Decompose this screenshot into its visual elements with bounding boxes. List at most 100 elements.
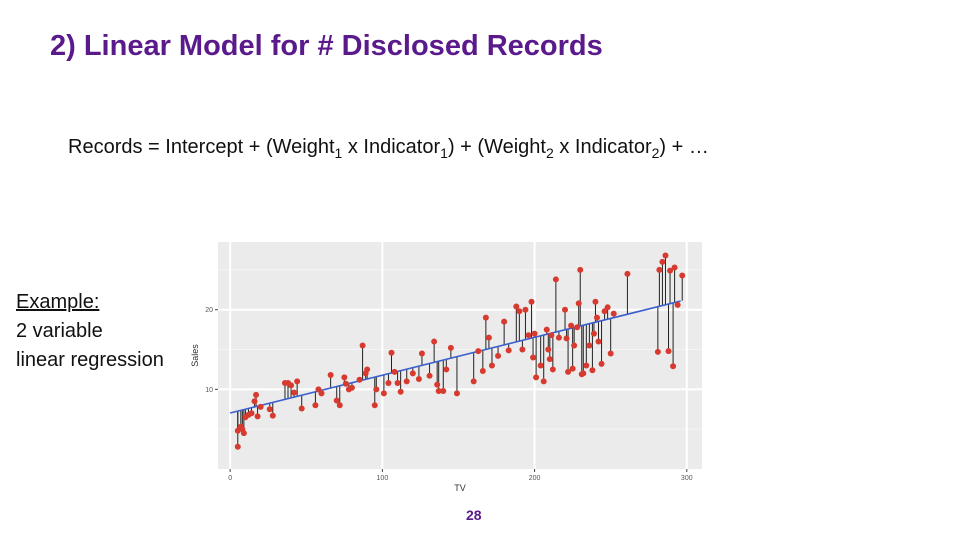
data-point [545,346,552,353]
data-point [234,443,241,450]
formula-open-2: ( [477,136,485,158]
data-point [577,266,584,273]
data-point [525,332,532,339]
chart-svg: 0 100 200 300 10 20 TV Sales [190,242,702,493]
data-point [294,378,301,385]
data-point [555,334,562,341]
data-point [531,330,538,337]
data-point [257,403,264,410]
data-point [552,276,559,283]
data-point [248,410,255,417]
data-point [426,372,433,379]
data-point [479,368,486,375]
formula-equals: = [148,136,160,158]
formula-weight-2: Weight [484,136,546,158]
data-point [604,304,611,311]
data-point [431,338,438,345]
data-point [254,413,261,420]
data-point [291,389,298,396]
formula-plus-1: + [248,136,261,158]
formula-lhs: Records [68,136,143,158]
x-tick-label: 100 [377,475,389,482]
data-point [583,362,590,369]
x-tick-label: 0 [228,475,232,482]
formula-intercept: Intercept [165,136,244,158]
data-point [624,270,631,277]
data-point [495,352,502,359]
y-tick-label: 10 [205,387,213,394]
data-point [240,430,247,437]
data-point [563,335,570,342]
data-point [312,402,319,409]
data-point [543,326,550,333]
formula-close-1: ) [447,136,455,158]
data-point [327,372,334,379]
data-point [528,298,535,305]
data-point [333,397,340,404]
x-axis-label: TV [454,483,466,493]
data-point [443,366,450,373]
data-point [298,405,305,412]
data-point [674,301,681,308]
data-point [671,264,678,271]
data-point [415,375,422,382]
data-point [590,330,597,337]
data-point [656,266,663,273]
data-point [665,348,672,355]
data-point [662,252,669,259]
data-point [659,258,666,265]
data-point [575,300,582,307]
data-point [540,378,547,385]
data-point [571,342,578,349]
data-point [595,338,602,345]
data-point [607,350,614,357]
data-point [394,379,401,386]
data-point [546,356,553,363]
data-point [548,332,555,339]
data-point [598,360,605,367]
data-point [373,386,380,393]
regression-line [229,300,681,414]
example-caption: Example: 2 variable linear regression [16,288,164,375]
page-number: 28 [466,507,482,523]
x-tick-label: 300 [681,475,693,482]
data-point [485,334,492,341]
data-point [364,366,371,373]
formula-open-1: ( [265,136,273,158]
data-point [380,390,387,397]
example-line-2: linear regression [16,349,164,371]
data-point [592,298,599,305]
formula-indicator-2: Indicator [574,136,652,158]
slide-title: 2) Linear Model for # Disclosed Records [50,30,603,62]
data-point [586,342,593,349]
data-point [568,322,575,329]
data-point [505,347,512,354]
data-point [589,367,596,374]
data-point [409,370,416,377]
data-point [336,402,343,409]
data-point [447,344,454,351]
data-point [667,267,674,274]
data-point [569,365,576,372]
data-point [418,350,425,357]
example-line-1: 2 variable [16,320,103,342]
data-point [482,314,489,321]
data-point [359,342,366,349]
scatter-chart: 0 100 200 300 10 20 TV Sales [190,240,705,495]
data-point [440,387,447,394]
formula-plus-3: + [671,136,684,158]
data-point [522,306,529,313]
formula-close-2: ) [659,136,667,158]
data-point [654,348,661,355]
data-point [371,402,378,409]
data-point [679,272,686,279]
data-point [501,318,508,325]
data-point [519,346,526,353]
formula-weight-1: Weight [272,136,335,158]
formula-weight-2-sub: 2 [545,145,554,161]
data-point [562,306,569,313]
data-point [470,378,477,385]
formula-ellipsis: … [688,136,709,158]
data-point [580,370,587,377]
data-point [565,368,572,375]
